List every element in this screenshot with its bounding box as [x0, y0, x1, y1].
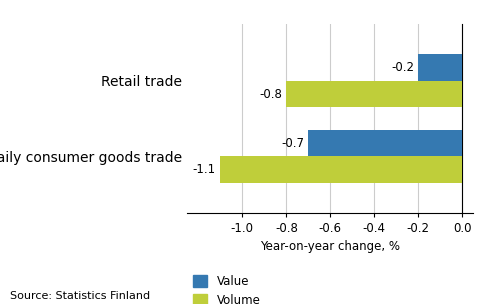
Bar — [308, 130, 462, 156]
Text: -0.8: -0.8 — [259, 88, 282, 101]
Bar — [286, 81, 462, 107]
Bar — [418, 54, 462, 81]
Text: -1.1: -1.1 — [193, 163, 216, 176]
Bar — [220, 156, 462, 183]
Text: Source: Statistics Finland: Source: Statistics Finland — [10, 291, 150, 301]
Text: -0.2: -0.2 — [391, 61, 414, 74]
Legend: Value, Volume: Value, Volume — [193, 275, 261, 304]
X-axis label: Year-on-year change, %: Year-on-year change, % — [260, 240, 400, 253]
Text: -0.7: -0.7 — [281, 136, 304, 150]
